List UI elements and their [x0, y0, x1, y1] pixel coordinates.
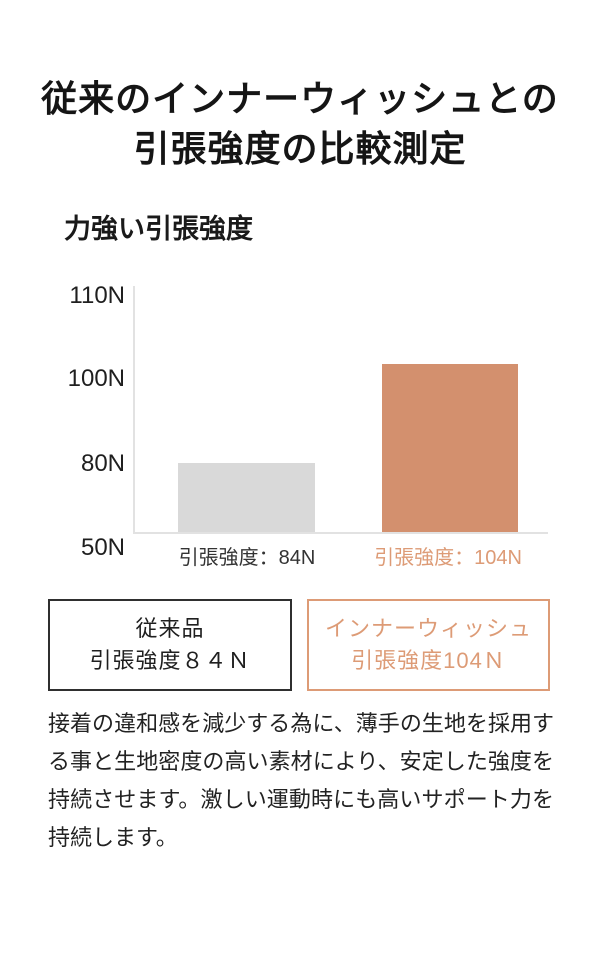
- bar-innerwish-104n: [382, 364, 518, 532]
- y-axis-tick-110n: 110N: [69, 282, 125, 309]
- y-axis-tick-100n: 100N: [67, 365, 125, 392]
- legend-box-conventional: 従来品 引張強度８４Ｎ: [48, 599, 292, 691]
- chart-title: 力強い引張強度: [64, 214, 253, 244]
- page-title-line2: 引張強度の比較測定: [133, 128, 467, 169]
- x-axis-line: [133, 532, 548, 534]
- page-title: 従来のインナーウィッシュとの 引張強度の比較測定: [0, 74, 600, 174]
- y-axis-tick-80n: 80N: [80, 450, 125, 477]
- y-axis-tick-50n: 50N: [80, 534, 125, 561]
- page-title-line1: 従来のインナーウィッシュとの: [41, 78, 559, 119]
- plot-area: 引張強度：84N 引張強度：104N: [133, 286, 548, 569]
- legend-innerwish-value: 引張強度104Ｎ: [351, 648, 506, 673]
- bar-label-innerwish: 引張強度：104N: [374, 547, 522, 569]
- legend-innerwish-name: インナーウィッシュ: [324, 616, 532, 641]
- legend-row: 従来品 引張強度８４Ｎ インナーウィッシュ 引張強度104Ｎ: [48, 599, 600, 691]
- y-axis-line: [133, 286, 135, 533]
- description-text: 接着の違和感を減少する為に、薄手の生地を採用する事と生地密度の高い素材により、安…: [48, 711, 554, 850]
- legend-conventional-value: 引張強度８４Ｎ: [89, 648, 251, 673]
- legend-box-innerwish: インナーウィッシュ 引張強度104Ｎ: [307, 599, 550, 691]
- legend-conventional-name: 従来品: [135, 616, 205, 641]
- bar-chart: 110N 100N 80N 50N 引張強度：84N 引張強度：104N: [0, 271, 600, 571]
- bar-label-conventional: 引張強度：84N: [178, 547, 316, 569]
- bar-conventional-84n: [178, 463, 315, 532]
